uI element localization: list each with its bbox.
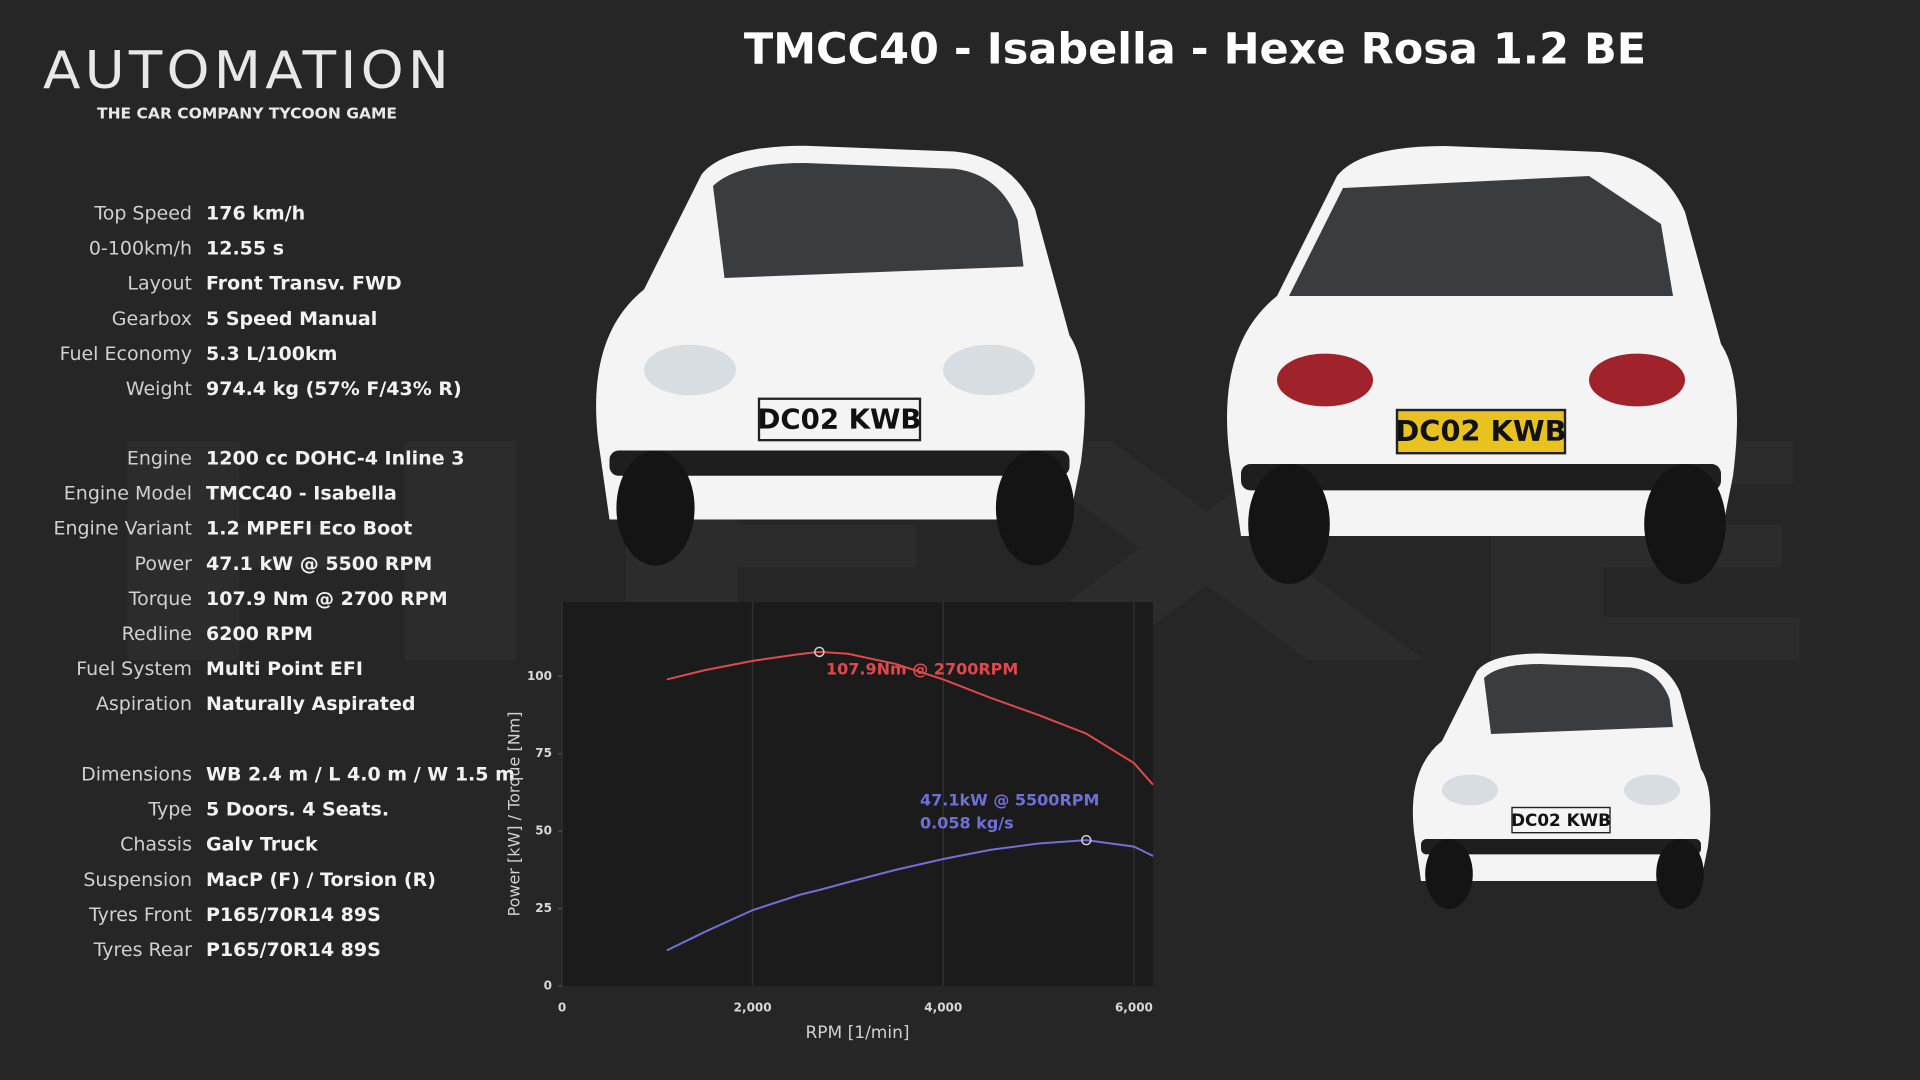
spec-value: 974.4 kg (57% F/43% R) (206, 378, 462, 400)
spec-value: P165/70R14 89S (206, 904, 381, 926)
car-bumper (1421, 839, 1701, 855)
spec-label: Chassis (120, 834, 192, 856)
car-lamp (644, 344, 736, 396)
spec-label: Suspension (83, 869, 192, 891)
car-wheel (616, 450, 695, 566)
peak-marker (814, 646, 825, 658)
spec-label: Redline (122, 623, 192, 645)
spec-label: Type (147, 799, 192, 821)
car-bumper (609, 450, 1070, 476)
y-tick-label: 100 (527, 669, 552, 683)
spec-label: Weight (126, 378, 192, 400)
x-tick-label: 2,000 (734, 1001, 772, 1015)
car-lamp (1624, 774, 1680, 806)
spec-value: P165/70R14 89S (206, 939, 381, 961)
car-window (1289, 176, 1673, 296)
spec-value: 1200 cc DOHC-4 Inline 3 (206, 448, 464, 470)
car-renders: DC02 KWB DC02 KWB DC02 KWB (596, 145, 1737, 909)
plot-area (562, 602, 1153, 986)
y-axis-label: Power [kW] / Torque [Nm] (505, 712, 524, 917)
spec-value: Naturally Aspirated (206, 693, 415, 715)
x-tick-label: 4,000 (924, 1001, 962, 1015)
x-axis-label: RPM [1/min] (805, 1023, 909, 1043)
spec-value: 5.3 L/100km (206, 343, 337, 365)
car: DC02 KWB (596, 145, 1085, 566)
spec-label: Gearbox (112, 308, 192, 330)
spec-list: Top Speed 176 km/h 0-100km/h 12.55 s Layout F… (53, 203, 514, 962)
x-tick-label: 6,000 (1115, 1001, 1153, 1015)
spec-value: 6200 RPM (206, 623, 313, 645)
car-wheel (1656, 839, 1704, 909)
plate-text: DC02 KWB (1511, 810, 1611, 830)
chart-annotation: 107.9Nm @ 2700RPM (826, 660, 1018, 679)
car-wheel (1644, 464, 1726, 584)
car-lamp (1589, 353, 1685, 407)
y-tick-label: 25 (535, 901, 552, 915)
spec-value: 47.1 kW @ 5500 RPM (206, 553, 432, 575)
y-tick-label: 75 (535, 746, 552, 760)
plate-text: DC02 KWB (1395, 414, 1566, 448)
spec-value: Galv Truck (206, 834, 318, 856)
spec-label: Torque (128, 588, 192, 610)
spec-value: TMCC40 - Isabella (206, 483, 397, 505)
car-lamp (943, 344, 1035, 396)
spec-label: Layout (127, 273, 192, 295)
license-plate (757, 397, 922, 442)
series-line (666, 839, 1154, 952)
spec-label: Engine (127, 448, 192, 470)
spec-value: 107.9 Nm @ 2700 RPM (206, 588, 448, 610)
plate-text: DC02 KWB (758, 403, 922, 436)
page-title: TMCC40 - Isabella - Hexe Rosa 1.2 BE (744, 25, 1646, 75)
car-bumper (1241, 464, 1721, 491)
spec-label: Tyres Front (88, 904, 192, 926)
spec-value: Front Transv. FWD (206, 273, 402, 295)
y-tick-label: 50 (535, 824, 552, 838)
spec-value: Multi Point EFI (206, 658, 363, 680)
y-tick-label: 0 (544, 979, 552, 993)
spec-label: Tyres Rear (93, 939, 193, 961)
spec-value: 12.55 s (206, 238, 284, 260)
car-window (713, 163, 1024, 278)
car-lamp (1277, 353, 1373, 407)
car-window (1484, 664, 1673, 734)
spec-label: Aspiration (96, 693, 192, 715)
spec-label: Top Speed (93, 203, 192, 225)
car: DC02 KWB (1412, 653, 1711, 909)
logo-subtitle: THE CAR COMPANY TYCOON GAME (97, 105, 397, 123)
spec-label: 0-100km/h (89, 238, 192, 260)
logo-title: AUTOMATION (43, 41, 453, 101)
peak-marker (1081, 834, 1092, 846)
series-line (666, 650, 1154, 786)
car: DC02 KWB (1227, 146, 1737, 584)
chart-annotation: 0.058 kg/s (920, 814, 1014, 833)
chart: 0 2,000 4,000 6,000 0 25 50 75 100 RPM [1/min] Pow… (505, 602, 1154, 1043)
spec-value: MacP (F) / Torsion (R) (206, 869, 436, 891)
spec-label: Fuel System (76, 658, 192, 680)
spec-label: Engine Variant (53, 518, 192, 540)
spec-label: Engine Model (64, 483, 192, 505)
spec-value: 176 km/h (206, 203, 305, 225)
spec-label: Power (135, 553, 193, 575)
license-plate (1511, 806, 1611, 834)
chart-annotation: 47.1kW @ 5500RPM (920, 791, 1099, 810)
spec-value: WB 2.4 m / L 4.0 m / W 1.5 m (206, 764, 515, 786)
car-lamp (1442, 774, 1498, 806)
spec-label: Fuel Economy (60, 343, 192, 365)
car-wheel (1425, 839, 1473, 909)
spec-value: 1.2 MPEFI Eco Boot (206, 518, 412, 540)
car-wheel (1248, 464, 1330, 584)
spec-label: Dimensions (81, 764, 192, 786)
license-plate (1395, 408, 1567, 455)
x-tick-label: 0 (558, 1001, 566, 1015)
spec-value: 5 Doors. 4 Seats. (206, 799, 389, 821)
car-wheel (995, 450, 1075, 566)
spec-value: 5 Speed Manual (206, 308, 377, 330)
